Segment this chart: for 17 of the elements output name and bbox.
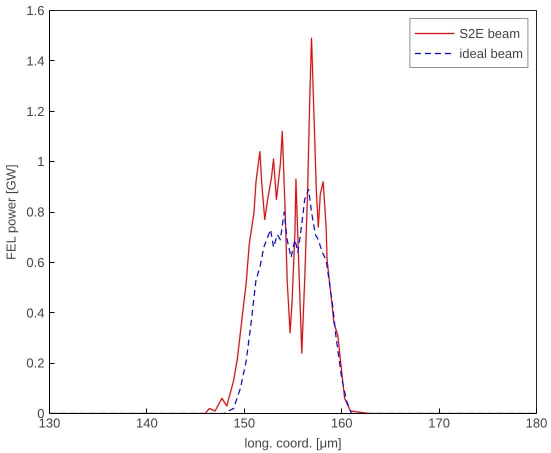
x-tick-label: 180 bbox=[526, 416, 548, 430]
y-tick-label: 1.2 bbox=[26, 104, 45, 119]
y-tick-label: 0.8 bbox=[26, 204, 45, 220]
y-tick-label: 1.4 bbox=[26, 53, 45, 68]
x-axis-title: long. coord. [μm] bbox=[244, 436, 342, 450]
legend-label: S2E beam bbox=[459, 26, 520, 40]
y-tick-label: 1.6 bbox=[26, 3, 45, 18]
x-tick-label: 170 bbox=[428, 416, 450, 430]
legend-label: ideal beam bbox=[459, 46, 523, 60]
y-tick-label: 0.4 bbox=[26, 305, 45, 320]
y-tick-label: 0.2 bbox=[26, 356, 45, 371]
y-tick-label: 1 bbox=[37, 154, 45, 170]
y-tick-label: 0.6 bbox=[26, 254, 45, 270]
y-axis-title: FEL power [GW] bbox=[3, 164, 18, 260]
x-tick-label: 150 bbox=[233, 416, 256, 430]
x-tick-label: 140 bbox=[136, 416, 158, 430]
x-tick-label: 160 bbox=[330, 416, 353, 430]
